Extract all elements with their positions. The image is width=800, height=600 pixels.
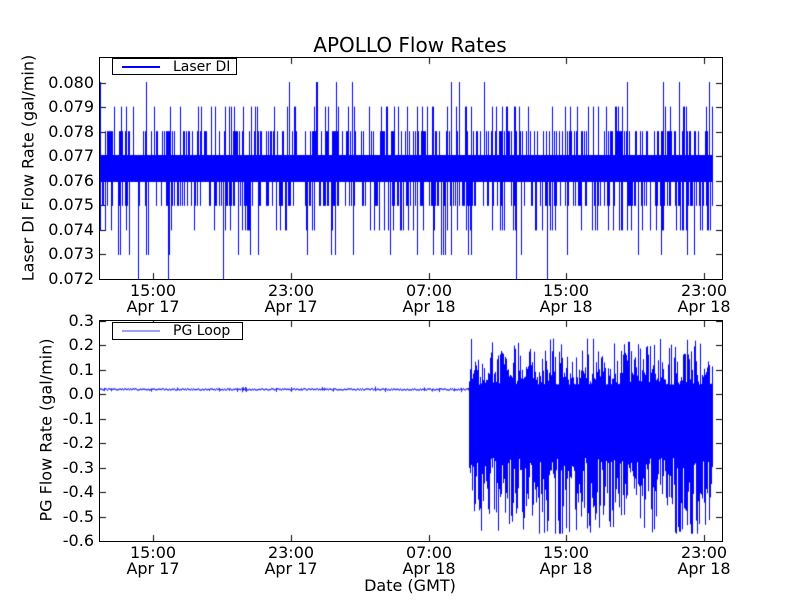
bottom-x-tick-label: 23:00 Apr 17	[264, 543, 318, 578]
bottom-y-tick-label: 0.0	[68, 384, 94, 403]
top-y-tick-label: 0.072	[48, 269, 94, 288]
laser-di-legend-line-icon	[122, 65, 160, 68]
bottom-x-tick-label: 23:00 Apr 18	[677, 543, 731, 578]
pg-loop-legend-label: PG Loop	[173, 323, 231, 339]
bottom-y-tick-label: 0.1	[68, 360, 94, 379]
bottom-y-tick-label: -0.4	[62, 482, 94, 501]
top-y-tick-label: 0.075	[48, 195, 94, 214]
top-x-tick-label: 23:00 Apr 18	[677, 281, 731, 316]
bottom-y-tick-label: -0.1	[62, 409, 94, 428]
bottom-y-tick-label: -0.3	[62, 458, 94, 477]
top-y-tick-label: 0.080	[48, 73, 94, 92]
top-y-tick-label: 0.073	[48, 244, 94, 263]
bottom-y-tick-label: -0.5	[62, 507, 94, 526]
x-axis-label: Date (GMT)	[364, 576, 456, 595]
laser-di-series-canvas	[100, 58, 722, 279]
top-y-tick-label: 0.074	[48, 220, 94, 239]
laser-di-legend-label: Laser DI	[173, 58, 231, 75]
bottom-y-tick-label: -0.6	[62, 531, 94, 550]
bottom-x-tick-label: 07:00 Apr 18	[402, 543, 456, 578]
top-y-tick-label: 0.077	[48, 146, 94, 165]
bottom-y-tick-label: -0.2	[62, 433, 94, 452]
pg-loop-series-canvas	[100, 321, 722, 541]
bottom-y-tick-label: 0.2	[68, 335, 94, 354]
top-x-tick-label: 15:00 Apr 17	[126, 281, 180, 316]
top-y-tick-label: 0.076	[48, 171, 94, 190]
top-x-tick-label: 23:00 Apr 17	[264, 281, 318, 316]
top-legend: Laser DI	[112, 58, 237, 75]
bottom-y-tick-label: 0.3	[68, 311, 94, 330]
chart-title: APOLLO Flow Rates	[313, 33, 507, 57]
pg-loop-legend-line-icon	[122, 330, 160, 332]
top-x-tick-label: 15:00 Apr 18	[539, 281, 593, 316]
bottom-x-tick-label: 15:00 Apr 18	[539, 543, 593, 578]
top-x-tick-label: 07:00 Apr 18	[402, 281, 456, 316]
bottom-legend: PG Loop	[112, 322, 243, 340]
top-y-tick-label: 0.079	[48, 97, 94, 116]
bottom-x-tick-label: 15:00 Apr 17	[126, 543, 180, 578]
top-y-tick-label: 0.078	[48, 122, 94, 141]
